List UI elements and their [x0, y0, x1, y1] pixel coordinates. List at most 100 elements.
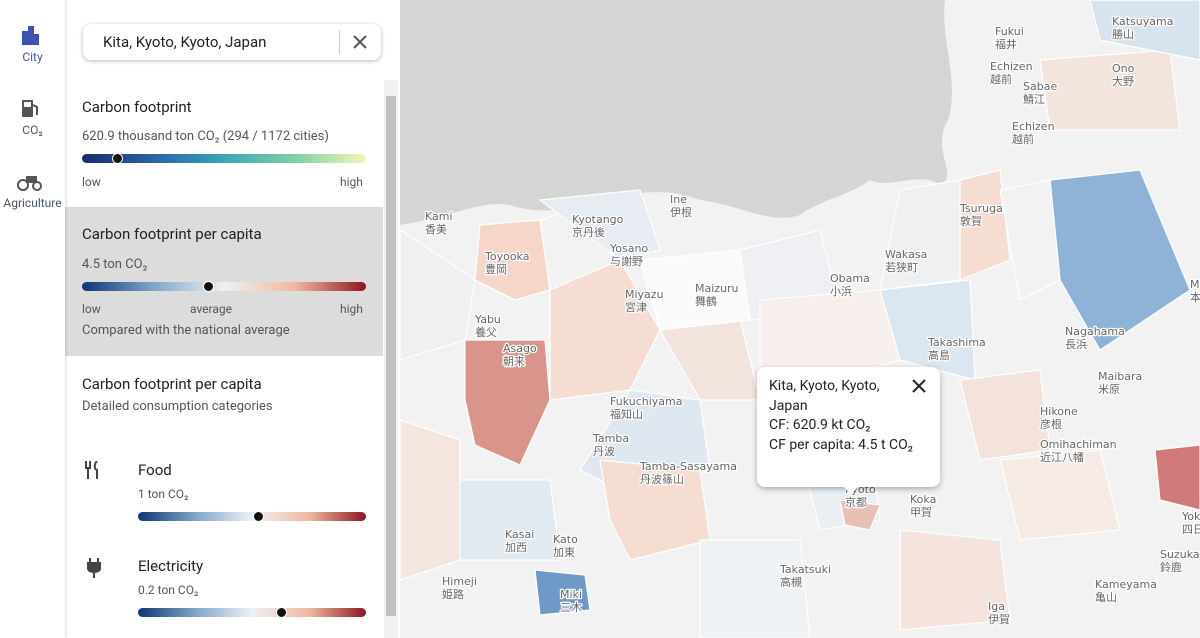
map-label-local: 伊根	[670, 205, 692, 219]
map-label-local: 鈴鹿	[1160, 560, 1182, 574]
section-note: Compared with the national average	[82, 323, 290, 338]
popup-title: Kita, Kyoto, Kyoto, Japan	[769, 378, 880, 414]
map-label: Himeji	[442, 575, 477, 588]
map-label: Ono	[1112, 62, 1135, 75]
map-label: Tamba-Sasayama	[639, 460, 737, 473]
section-value: 4.5 ton CO₂	[82, 257, 148, 272]
map-label: Fukui	[995, 25, 1024, 38]
map-label-local: 姫路	[442, 587, 464, 601]
map-label: Asago	[503, 342, 537, 355]
map-label: Nagahama	[1065, 325, 1125, 338]
map-label: Maizuru	[695, 282, 739, 295]
map-label-local: 鯖江	[1023, 92, 1045, 106]
map-label: Miki	[560, 588, 582, 601]
search-query[interactable]: Kita, Kyoto, Kyoto, Japan	[103, 33, 267, 51]
map[interactable]: Fukui福井Katsuyama勝山Ono大野Echizen越前Sabae鯖江E…	[400, 0, 1200, 638]
map-label-local: 近江八幡	[1040, 450, 1084, 464]
map-label: Echizen	[1012, 120, 1055, 133]
map-label: Toyooka	[484, 250, 529, 263]
map-label-local: 伊賀	[988, 613, 1010, 626]
map-label: Tamba	[592, 432, 629, 445]
scale-low: low	[82, 175, 101, 189]
section-value: 620.9 thousand ton CO₂ (294 / 1172 citie…	[82, 129, 329, 144]
map-label-local: 加西	[505, 541, 527, 554]
map-label: Fukuchiyama	[610, 395, 682, 408]
city-icon[interactable]	[20, 25, 40, 45]
map-label-local: 与謝野	[610, 254, 643, 268]
scale-average: average	[190, 302, 232, 316]
map-label: Echizen	[990, 60, 1033, 73]
map-label: Yabu	[474, 313, 501, 326]
nav-agriculture[interactable]: Agriculture	[3, 196, 62, 210]
regions	[400, 0, 1200, 638]
map-label-local: 高島	[928, 348, 950, 362]
scale-bar	[138, 608, 366, 617]
scale-high: high	[340, 175, 363, 189]
scrollbar-thumb[interactable]	[386, 96, 396, 616]
map-label: Yosano	[609, 242, 648, 255]
map-label-local: 亀山	[1095, 590, 1117, 604]
map-label-local: 勝山	[1112, 27, 1134, 41]
map-label: Iga	[988, 600, 1005, 613]
section-subtitle: Detailed consumption categories	[82, 399, 273, 414]
search-box[interactable]: Kita, Kyoto, Kyoto, Japan	[83, 24, 381, 60]
map-label-local: 本巣	[1190, 290, 1200, 304]
section-title: Carbon footprint	[82, 98, 192, 116]
map-label-local: 長浜	[1065, 338, 1087, 351]
map-label-local: 敦賀	[960, 214, 982, 228]
map-label: Omihachiman	[1040, 438, 1117, 451]
map-label-local: 小浜	[830, 285, 852, 298]
map-label: Kyotango	[572, 213, 624, 226]
food-icon	[85, 461, 98, 479]
section-title: Carbon footprint per capita	[82, 375, 262, 393]
map-label-local: 宮津	[625, 300, 647, 314]
map-label-local: 豊岡	[485, 263, 507, 276]
map-label: Katsuyama	[1112, 15, 1173, 28]
nav-city[interactable]: City	[22, 50, 43, 64]
map-label-local: 丹波篠山	[640, 472, 684, 486]
map-label-local: 福知山	[610, 407, 643, 421]
map-label: Maibara	[1098, 370, 1142, 383]
selected-section[interactable]	[65, 207, 383, 356]
map-label-local: 甲賀	[910, 506, 932, 519]
electricity-icon	[87, 558, 101, 578]
scale-knob	[112, 153, 123, 164]
side-panel: Kita, Kyoto, Kyoto, Japan Carbon footpri…	[65, 0, 400, 638]
category-name: Electricity	[138, 557, 204, 575]
scale-bar	[82, 282, 366, 291]
scale-bar	[138, 512, 366, 521]
map-label: Kameyama	[1095, 578, 1157, 591]
map-label: Suzuka	[1160, 548, 1200, 561]
map-label: Ine	[670, 193, 687, 206]
section-title: Carbon footprint per capita	[82, 225, 262, 243]
popup: Kita, Kyoto, Kyoto, Japan CF: 620.9 kt C…	[757, 367, 940, 494]
nav-rail: City CO₂ Agriculture	[0, 0, 65, 638]
popup-line: CF per capita: 4.5 t CO₂	[769, 437, 913, 453]
map-label-local: 養父	[475, 325, 497, 339]
map-label-local: 香美	[425, 223, 447, 236]
map-label-local: 四日市	[1182, 522, 1200, 536]
scale-bar	[82, 154, 366, 163]
map-label-local: 丹波	[593, 445, 615, 458]
clear-button[interactable]	[353, 35, 367, 49]
scale-knob	[203, 281, 214, 292]
co2-icon[interactable]	[21, 98, 39, 118]
map-label-local: 京丹後	[572, 225, 605, 239]
map-label: Tsuruga	[959, 202, 1003, 215]
map-label-local: 朝来	[503, 355, 525, 368]
map-label-local: 越前	[990, 72, 1012, 86]
scale-low: low	[82, 302, 101, 316]
category-value: 0.2 ton CO₂	[138, 583, 199, 597]
nav-co2[interactable]: CO₂	[22, 123, 43, 137]
map-label-local: 舞鶴	[695, 294, 717, 308]
map-label-local: 彦根	[1040, 417, 1062, 431]
map-label: Kami	[425, 210, 453, 223]
map-label: Kato	[553, 533, 578, 546]
popup-close[interactable]	[912, 379, 926, 393]
map-label: Obama	[830, 272, 870, 285]
popup-line: CF: 620.9 kt CO₂	[769, 417, 871, 433]
map-label-local: 福井	[995, 37, 1017, 51]
map-label-local: 大野	[1112, 74, 1134, 88]
agriculture-icon[interactable]	[17, 172, 43, 192]
map-label: Miyazu	[625, 288, 664, 301]
